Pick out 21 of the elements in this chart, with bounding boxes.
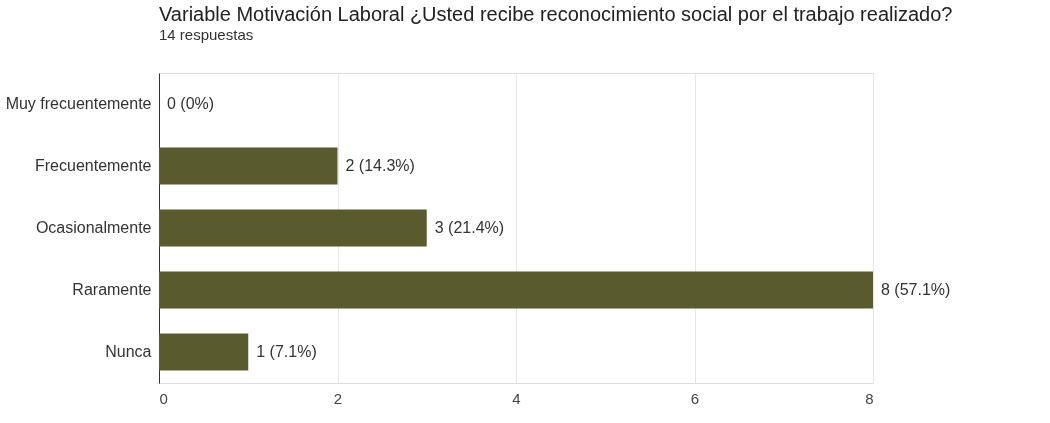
data-label: 2 (14.3%) bbox=[345, 157, 415, 174]
bar bbox=[159, 333, 249, 371]
y-tick-label: Nunca bbox=[105, 343, 152, 360]
data-label: 0 (0%) bbox=[167, 95, 215, 112]
chart-subtitle: 14 respuestas bbox=[159, 26, 254, 43]
x-tick-label: 8 bbox=[865, 389, 874, 407]
x-tick-label: 4 bbox=[512, 389, 521, 407]
bar bbox=[159, 147, 338, 185]
data-label: 1 (7.1%) bbox=[256, 343, 317, 360]
bar bbox=[159, 209, 427, 247]
y-tick-label: Muy frecuentemente bbox=[5, 95, 152, 112]
data-label: 3 (21.4%) bbox=[434, 219, 505, 236]
data-label: 8 (57.1%) bbox=[881, 281, 951, 298]
y-tick-label: Raramente bbox=[72, 281, 152, 298]
x-tick-label: 2 bbox=[333, 389, 343, 407]
chart-title: Variable Motivación Laboral ¿Usted recibe reconocimiento social por el trabajo realizado? bbox=[159, 3, 953, 25]
y-tick-label: Ocasionalmente bbox=[35, 219, 152, 236]
x-tick-label: 0 bbox=[159, 389, 168, 407]
y-tick-label: Frecuentemente bbox=[34, 157, 152, 174]
bar bbox=[159, 271, 873, 309]
x-tick-label: 6 bbox=[690, 389, 700, 407]
